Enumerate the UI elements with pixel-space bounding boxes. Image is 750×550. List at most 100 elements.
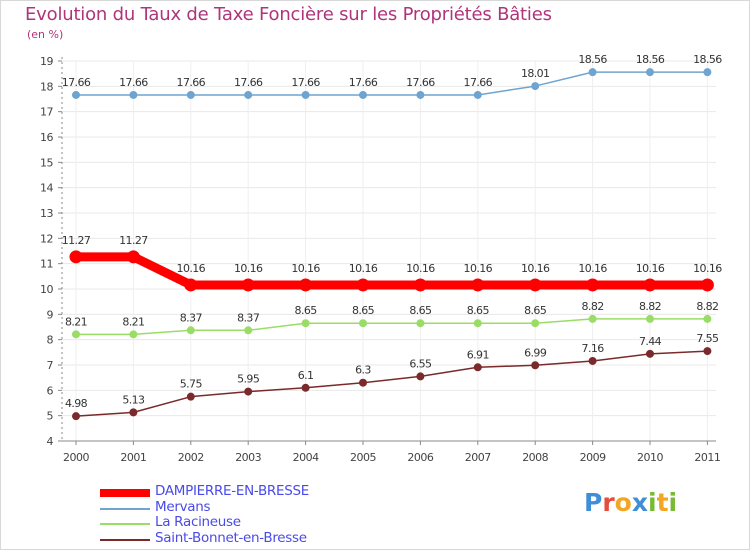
data-label: 10.16 <box>177 262 206 275</box>
data-point <box>413 278 427 292</box>
y-tick-label: 5 <box>47 410 54 423</box>
legend-item: La Racineuse <box>100 514 360 532</box>
data-point <box>416 372 425 381</box>
y-tick-label: 4 <box>47 435 54 448</box>
data-point <box>703 68 712 77</box>
logo-letter: o <box>614 488 632 517</box>
data-point <box>531 361 540 370</box>
data-point <box>416 90 425 99</box>
data-point <box>186 90 195 99</box>
data-point <box>126 250 140 264</box>
data-point <box>588 314 597 323</box>
data-point <box>531 319 540 328</box>
data-point <box>471 278 485 292</box>
data-point <box>129 330 138 339</box>
logo-letter: P <box>584 488 603 517</box>
y-axis-unit-label: (en %) <box>27 28 64 41</box>
proxiti-logo: Proxiti <box>584 488 677 517</box>
data-label: 10.16 <box>578 262 607 275</box>
data-point <box>588 68 597 77</box>
data-label: 18.01 <box>521 67 550 80</box>
data-point <box>72 412 80 421</box>
legend-label: La Racineuse <box>155 514 241 530</box>
y-tick-label: 12 <box>40 232 53 245</box>
data-point <box>72 90 80 99</box>
legend-item: Saint-Bonnet-en-Bresse <box>100 529 360 548</box>
x-tick-label: 2007 <box>465 451 491 464</box>
series-line-0 <box>71 252 712 290</box>
data-label: 6.1 <box>298 369 314 382</box>
data-point <box>301 383 310 392</box>
data-label: 8.65 <box>352 304 375 317</box>
data-point <box>69 250 83 264</box>
logo-letter: i <box>648 488 657 517</box>
data-point <box>646 314 654 323</box>
legend-swatch <box>100 507 150 510</box>
legend-swatch <box>100 538 150 541</box>
y-tick-label: 19 <box>40 55 53 68</box>
data-label: 5.13 <box>122 393 145 406</box>
data-label: 17.66 <box>464 76 493 89</box>
y-tick-label: 6 <box>47 384 54 397</box>
y-tick-label: 9 <box>47 308 54 321</box>
data-label: 8.37 <box>180 311 203 324</box>
y-tick-label: 15 <box>40 156 53 169</box>
logo-letter: i <box>668 488 678 517</box>
data-point <box>588 356 597 365</box>
data-point <box>700 278 714 292</box>
data-point <box>586 278 600 292</box>
data-point <box>703 347 712 356</box>
x-tick-label: 2000 <box>63 451 89 464</box>
series-line-3 <box>75 350 709 417</box>
data-label: 8.37 <box>237 311 260 324</box>
data-label: 18.56 <box>636 53 665 66</box>
data-label: 11.27 <box>62 234 91 247</box>
data-label: 17.66 <box>62 76 91 89</box>
x-tick-label: 2003 <box>235 451 261 464</box>
data-label: 8.82 <box>696 300 718 313</box>
data-point <box>359 319 367 328</box>
data-label: 11.27 <box>119 234 148 247</box>
data-point <box>473 90 482 99</box>
data-label: 4.98 <box>65 397 88 410</box>
data-label: 17.66 <box>349 76 378 89</box>
legend-label: Saint-Bonnet-en-Bresse <box>155 529 307 546</box>
y-tick-label: 14 <box>40 182 53 195</box>
data-label: 6.55 <box>409 357 432 370</box>
data-label: 17.66 <box>406 76 435 89</box>
data-label: 10.16 <box>406 262 435 275</box>
data-point <box>184 278 198 292</box>
data-point <box>646 68 654 77</box>
data-label: 8.21 <box>65 315 87 328</box>
data-label: 10.16 <box>349 262 378 275</box>
data-label: 5.75 <box>180 378 203 391</box>
y-tick-label: 13 <box>40 207 53 220</box>
data-point <box>186 392 195 401</box>
data-point <box>531 82 540 91</box>
data-point <box>703 314 712 323</box>
y-tick-label: 7 <box>47 359 54 372</box>
data-label: 5.95 <box>237 373 260 386</box>
data-point <box>359 90 367 99</box>
data-point <box>129 408 138 417</box>
data-point <box>416 319 425 328</box>
chart-title: Evolution du Taux de Taxe Foncière sur l… <box>25 4 552 25</box>
data-label: 10.16 <box>636 262 665 275</box>
legend-label: DAMPIERRE-EN-BRESSE <box>155 483 310 499</box>
y-tick-label: 18 <box>40 80 53 93</box>
data-point <box>244 387 253 396</box>
data-point <box>301 90 310 99</box>
y-tick-label: 17 <box>40 106 53 119</box>
legend-item: Mervans <box>100 499 360 517</box>
data-point <box>528 278 542 292</box>
y-tick-label: 16 <box>40 131 53 144</box>
data-label: 7.55 <box>696 332 719 345</box>
logo-letter: r <box>602 488 615 517</box>
y-tick-label: 10 <box>40 283 53 296</box>
legend-swatch <box>100 489 150 497</box>
y-tick-label: 8 <box>47 334 54 347</box>
x-tick-label: 2004 <box>293 451 319 464</box>
data-point <box>359 378 367 387</box>
data-point <box>643 278 657 292</box>
